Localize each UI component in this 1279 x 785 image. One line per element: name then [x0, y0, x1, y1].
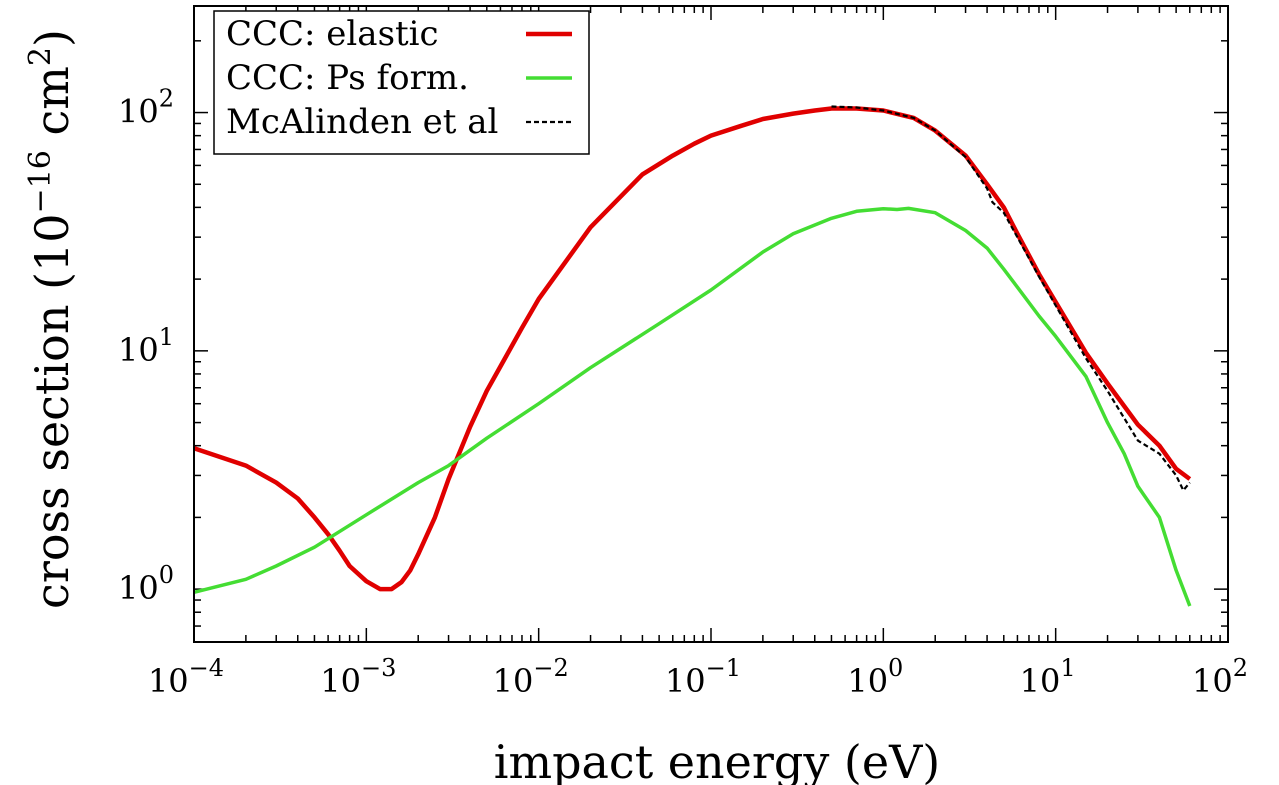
x-tick-label-exponent: −2: [533, 654, 568, 682]
plot-frame: [193, 5, 1229, 643]
legend-label: CCC: Ps form.: [226, 58, 469, 98]
legend-label: CCC: elastic: [226, 14, 439, 54]
x-tick-label-base: 10: [493, 662, 534, 700]
x-tick-label-base: 10: [847, 662, 888, 700]
x-tick-label-exponent: −4: [189, 654, 224, 682]
x-tick-label-base: 10: [1020, 662, 1061, 700]
series-line-2: [831, 105, 1191, 492]
series-layer: [193, 105, 1192, 607]
y-axis-label-unit-exponent: 2: [23, 47, 58, 66]
y-tick-label: 100: [118, 561, 174, 607]
y-tick-label: 101: [118, 323, 174, 369]
y-axis-label-exponent: −16: [23, 150, 58, 213]
y-axis-label-suffix: ): [25, 29, 79, 47]
x-tick-label-exponent: −3: [361, 654, 396, 682]
x-tick-label-base: 10: [665, 662, 706, 700]
series-line-1: [193, 206, 1192, 607]
y-tick-label-exponent: 0: [159, 561, 174, 589]
x-tick-label-base: 10: [320, 662, 361, 700]
y-tick-label-exponent: 1: [159, 323, 174, 351]
x-tick-label-base: 10: [148, 662, 189, 700]
legend-label: McAlinden et al: [226, 102, 498, 142]
y-tick-label-exponent: 2: [159, 85, 174, 113]
x-tick-label-exponent: 2: [1233, 654, 1248, 682]
legend-box: [213, 10, 590, 155]
y-tick-label-base: 10: [118, 569, 159, 607]
x-tick-label: 10−3: [320, 654, 396, 700]
x-tick-label: 10−2: [493, 654, 569, 700]
y-axis-label-middle: cm: [25, 66, 79, 150]
y-tick-label-base: 10: [118, 93, 159, 131]
y-axis-label: cross section (10−16 cm2): [23, 29, 79, 609]
y-tick-label-base: 10: [118, 331, 159, 369]
x-tick-label: 102: [1192, 654, 1248, 700]
x-axis-label: impact energy (eV): [494, 735, 941, 785]
x-tick-label: 100: [847, 654, 903, 700]
y-axis-label-prefix: cross section (10: [25, 213, 79, 609]
x-tick-label: 10−1: [665, 654, 741, 700]
series-line-0: [193, 106, 1192, 592]
y-tick-label: 102: [118, 85, 174, 131]
x-tick-label: 101: [1020, 654, 1076, 700]
x-tick-label-base: 10: [1192, 662, 1233, 700]
x-tick-label-exponent: 1: [1060, 654, 1075, 682]
x-tick-label: 10−4: [148, 654, 224, 700]
x-tick-label-exponent: −1: [706, 654, 741, 682]
x-tick-label-exponent: 0: [888, 654, 903, 682]
